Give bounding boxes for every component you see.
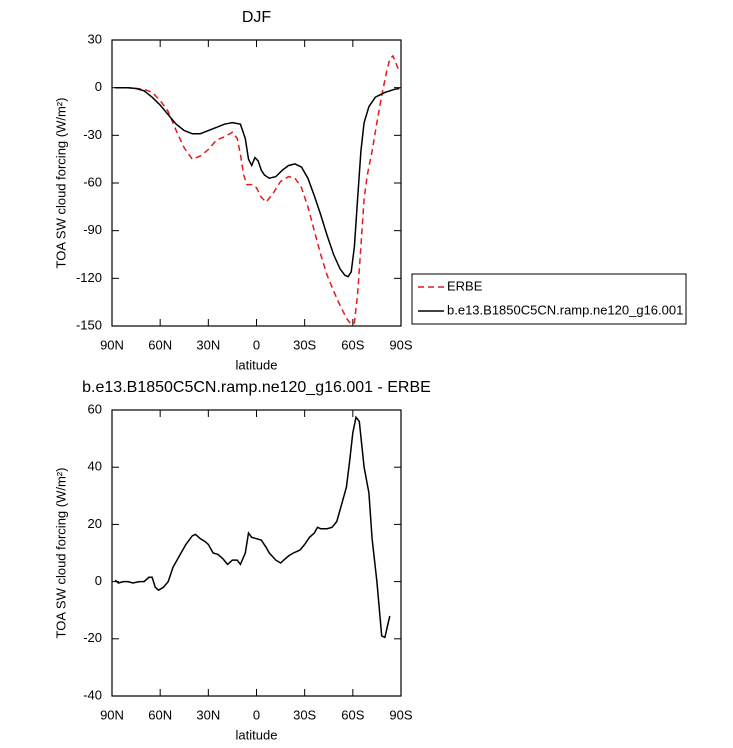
y-tick-label: 40 (88, 459, 102, 474)
x-tick-label: 60N (148, 337, 172, 352)
x-tick-label: 60S (341, 707, 364, 722)
y-tick-label: 30 (88, 31, 102, 46)
data-line (115, 54, 401, 326)
y-tick-label: -150 (76, 317, 102, 332)
y-tick-label: -30 (83, 127, 102, 142)
x-tick-label: 0 (253, 707, 260, 722)
y-tick-label: 0 (95, 79, 102, 94)
chart-title: DJF (242, 9, 272, 26)
y-axis-label: TOA SW cloud forcing (W/m²) (53, 468, 68, 639)
x-tick-label: 30N (196, 707, 220, 722)
x-tick-label: 90N (100, 337, 124, 352)
y-tick-label: -40 (83, 687, 102, 702)
chart-title: b.e13.B1850C5CN.ramp.ne120_g16.001 - ERB… (82, 379, 431, 396)
y-tick-label: -60 (83, 174, 102, 189)
plot-frame (111, 39, 402, 327)
x-axis-label: latitude (236, 357, 278, 372)
y-tick-label: -20 (83, 630, 102, 645)
y-tick-label: -120 (76, 270, 102, 285)
plot-frame (111, 409, 402, 697)
x-tick-label: 30S (293, 707, 316, 722)
x-tick-label: 30N (196, 337, 220, 352)
x-tick-label: 30S (293, 337, 316, 352)
x-tick-label: 90S (389, 337, 412, 352)
y-tick-label: 0 (95, 573, 102, 588)
x-tick-label: 60S (341, 337, 364, 352)
data-line (115, 86, 400, 278)
y-axis-label: TOA SW cloud forcing (W/m²) (53, 98, 68, 269)
x-tick-label: 60N (148, 707, 172, 722)
x-tick-label: 0 (253, 337, 260, 352)
data-line (114, 415, 391, 639)
legend-label: ERBE (447, 278, 483, 293)
y-tick-label: 60 (88, 401, 102, 416)
y-tick-label: 20 (88, 516, 102, 531)
legend-box (411, 273, 687, 325)
legend-label: b.e13.B1850C5CN.ramp.ne120_g16.001 (447, 302, 683, 317)
x-tick-label: 90S (389, 707, 412, 722)
x-tick-label: 90N (100, 707, 124, 722)
y-tick-label: -90 (83, 222, 102, 237)
x-axis-label: latitude (236, 727, 278, 742)
